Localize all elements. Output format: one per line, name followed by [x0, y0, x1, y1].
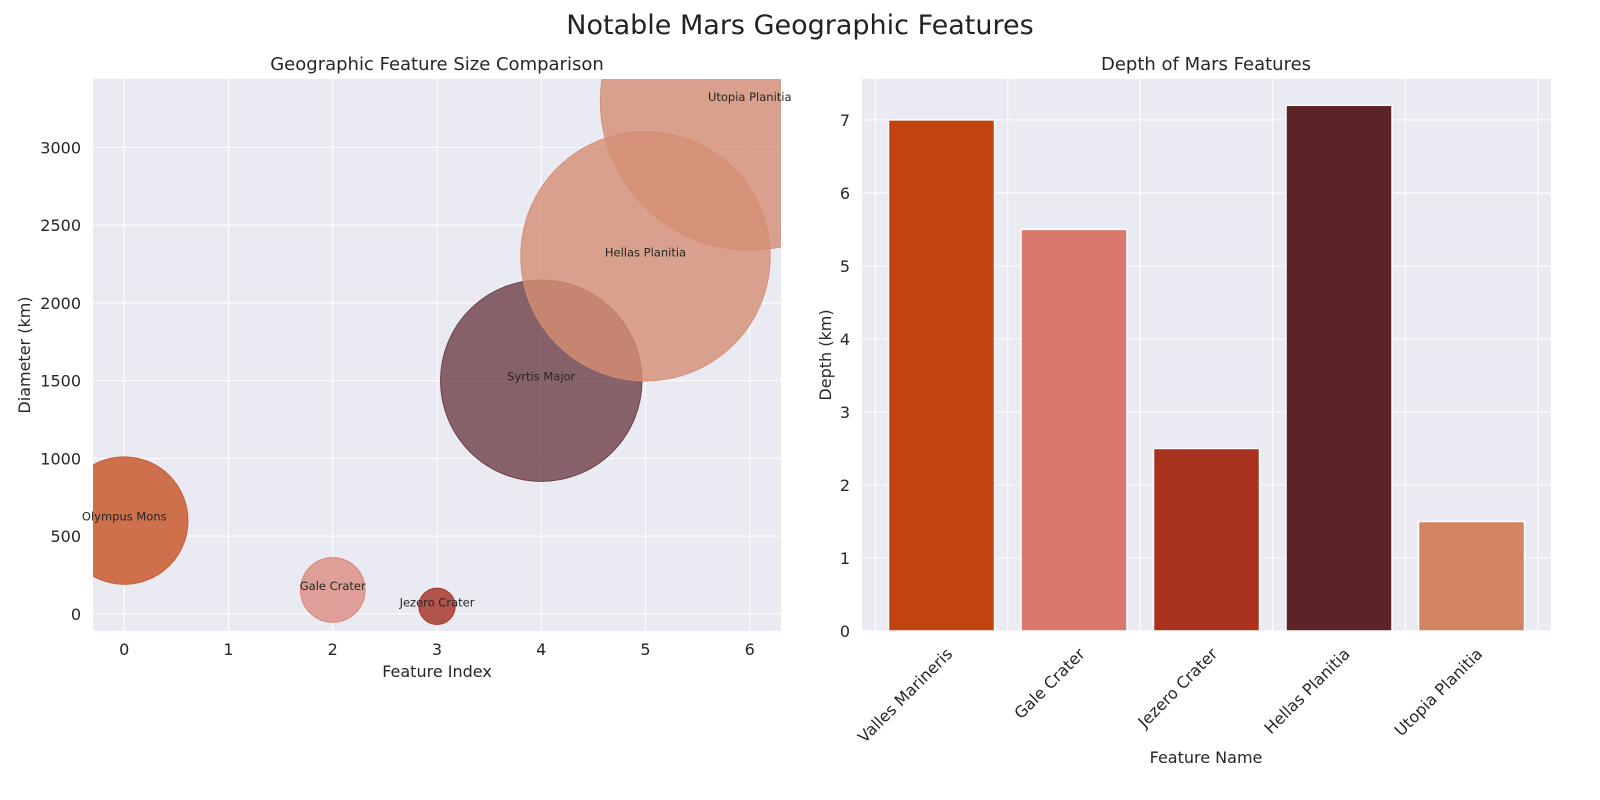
scatter-y-tick-label: 3000 [40, 138, 81, 157]
bar-y-tick-label: 3 [840, 403, 850, 422]
scatter-xlabel: Feature Index [382, 662, 492, 681]
scatter-x-tick-label: 0 [119, 640, 129, 659]
scatter-bubbles [93, 79, 781, 625]
scatter-x-tick-label: 4 [536, 640, 546, 659]
scatter-subplot: Olympus Mons Gale Crater Jezero Crater Syrt… [15, 54, 792, 681]
scatter-bubble [418, 587, 456, 625]
scatter-y-tick-label: 0 [71, 605, 81, 624]
scatter-x-tick-label: 2 [328, 640, 338, 659]
bar [1417, 520, 1526, 632]
figure-title: Notable Mars Geographic Features [566, 10, 1034, 41]
scatter-point-label: Hellas Planitia [605, 245, 686, 259]
bar-title: Depth of Mars Features [1101, 54, 1311, 75]
scatter-point-label: Gale Crater [300, 579, 366, 593]
scatter-ylabel: Diameter (km) [15, 296, 34, 413]
scatter-title: Geographic Feature Size Comparison [270, 54, 604, 75]
scatter-x-tick-label: 3 [432, 640, 442, 659]
bar-xlabel: Feature Name [1150, 748, 1263, 767]
bar [1285, 104, 1393, 632]
bar-y-tick-label: 0 [840, 622, 850, 641]
bar-y-tick-label: 6 [840, 184, 850, 203]
scatter-point-label: Jezero Crater [399, 595, 475, 609]
bar [1020, 228, 1128, 632]
bar-y-tick-label: 7 [840, 111, 850, 130]
scatter-point-label: Olympus Mons [82, 510, 167, 524]
scatter-tick-labels: 0 1 2 3 4 5 6 0 500 1000 1500 2000 2500 3000 [40, 138, 755, 659]
bar-x-tick-label: Gale Crater [1010, 644, 1089, 723]
bar-x-tick-label: Valles Marineris [854, 644, 956, 746]
scatter-y-tick-label: 2500 [40, 216, 81, 235]
scatter-point-label: Utopia Planitia [708, 90, 792, 104]
scatter-point-labels: Olympus Mons Gale Crater Jezero Crater Syrt… [82, 90, 792, 610]
scatter-x-tick-label: 1 [223, 640, 233, 659]
bar [887, 119, 996, 632]
bar-x-tick-label: Hellas Planitia [1260, 644, 1353, 737]
bar-subplot: 0 1 2 3 4 5 6 7 Valles Marineris Gale Crater Jezer… [816, 54, 1551, 767]
bar-ylabel: Depth (km) [816, 309, 835, 400]
scatter-x-tick-label: 6 [745, 640, 755, 659]
scatter-y-tick-label: 1000 [40, 449, 81, 468]
bar-x-tick-label: Jezero Crater [1133, 644, 1221, 732]
scatter-y-tick-label: 2000 [40, 294, 81, 313]
scatter-bubble [599, 79, 781, 251]
scatter-y-tick-label: 500 [50, 527, 81, 546]
bar-bars [887, 104, 1526, 632]
scatter-bubble [93, 456, 189, 585]
bar-y-tick-label: 1 [840, 549, 850, 568]
bar-y-tick-label: 5 [840, 257, 850, 276]
scatter-x-tick-label: 5 [640, 640, 650, 659]
bar [1152, 447, 1261, 632]
bar-x-tick-label: Utopia Planitia [1391, 644, 1487, 740]
scatter-y-tick-label: 1500 [40, 372, 81, 391]
scatter-point-label: Syrtis Major [507, 370, 575, 384]
bar-y-tick-label: 2 [840, 476, 850, 495]
scatter-bubble [299, 557, 366, 623]
bar-y-tick-label: 4 [840, 330, 850, 349]
